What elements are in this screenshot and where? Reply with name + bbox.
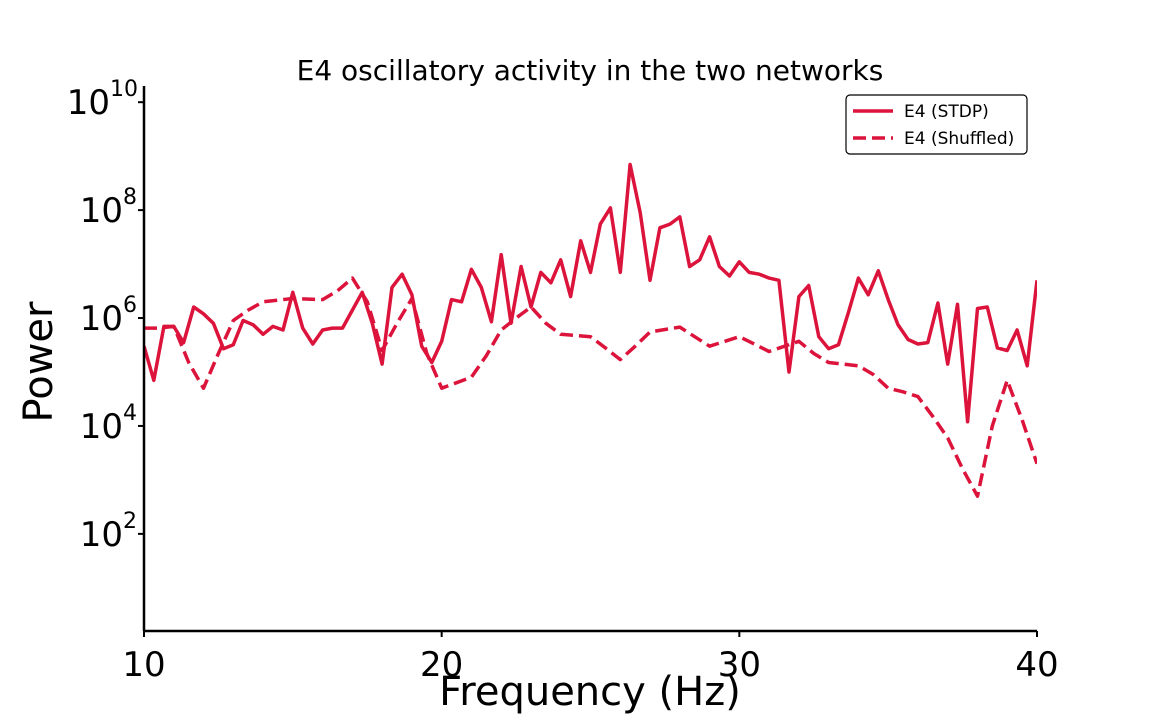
y-axis-label: Power <box>16 301 62 422</box>
y-tick-label: 10 <box>80 515 123 555</box>
x-tick-label: 30 <box>718 645 761 685</box>
y-tick-label: 10 <box>67 83 110 123</box>
y-tick-exponent: 2 <box>123 509 137 534</box>
series-line-shuffled <box>144 276 1037 498</box>
y-tick-exponent: 4 <box>123 401 137 426</box>
x-tick-label: 20 <box>420 645 463 685</box>
y-tick-label: 10 <box>80 191 123 231</box>
y-tick-exponent: 6 <box>123 293 137 318</box>
y-tick-exponent: 10 <box>110 77 138 102</box>
series-line-stdp <box>144 162 1037 424</box>
x-tick-label: 40 <box>1015 645 1058 685</box>
legend-label-shuffled: E4 (Shuffled) <box>904 129 1014 149</box>
legend: E4 (STDP) E4 (Shuffled) <box>845 94 1028 155</box>
y-tick-exponent: 8 <box>123 185 137 210</box>
plot-area <box>144 162 1037 498</box>
y-tick-label: 10 <box>80 299 123 339</box>
chart-title: E4 oscillatory activity in the two netwo… <box>297 54 884 87</box>
y-tick-label: 10 <box>80 407 123 447</box>
x-ticks: 10 20 30 40 <box>122 631 1059 685</box>
legend-label-stdp: E4 (STDP) <box>904 102 989 122</box>
x-tick-label: 10 <box>122 645 165 685</box>
x-axis-label: Frequency (Hz) <box>439 669 741 715</box>
